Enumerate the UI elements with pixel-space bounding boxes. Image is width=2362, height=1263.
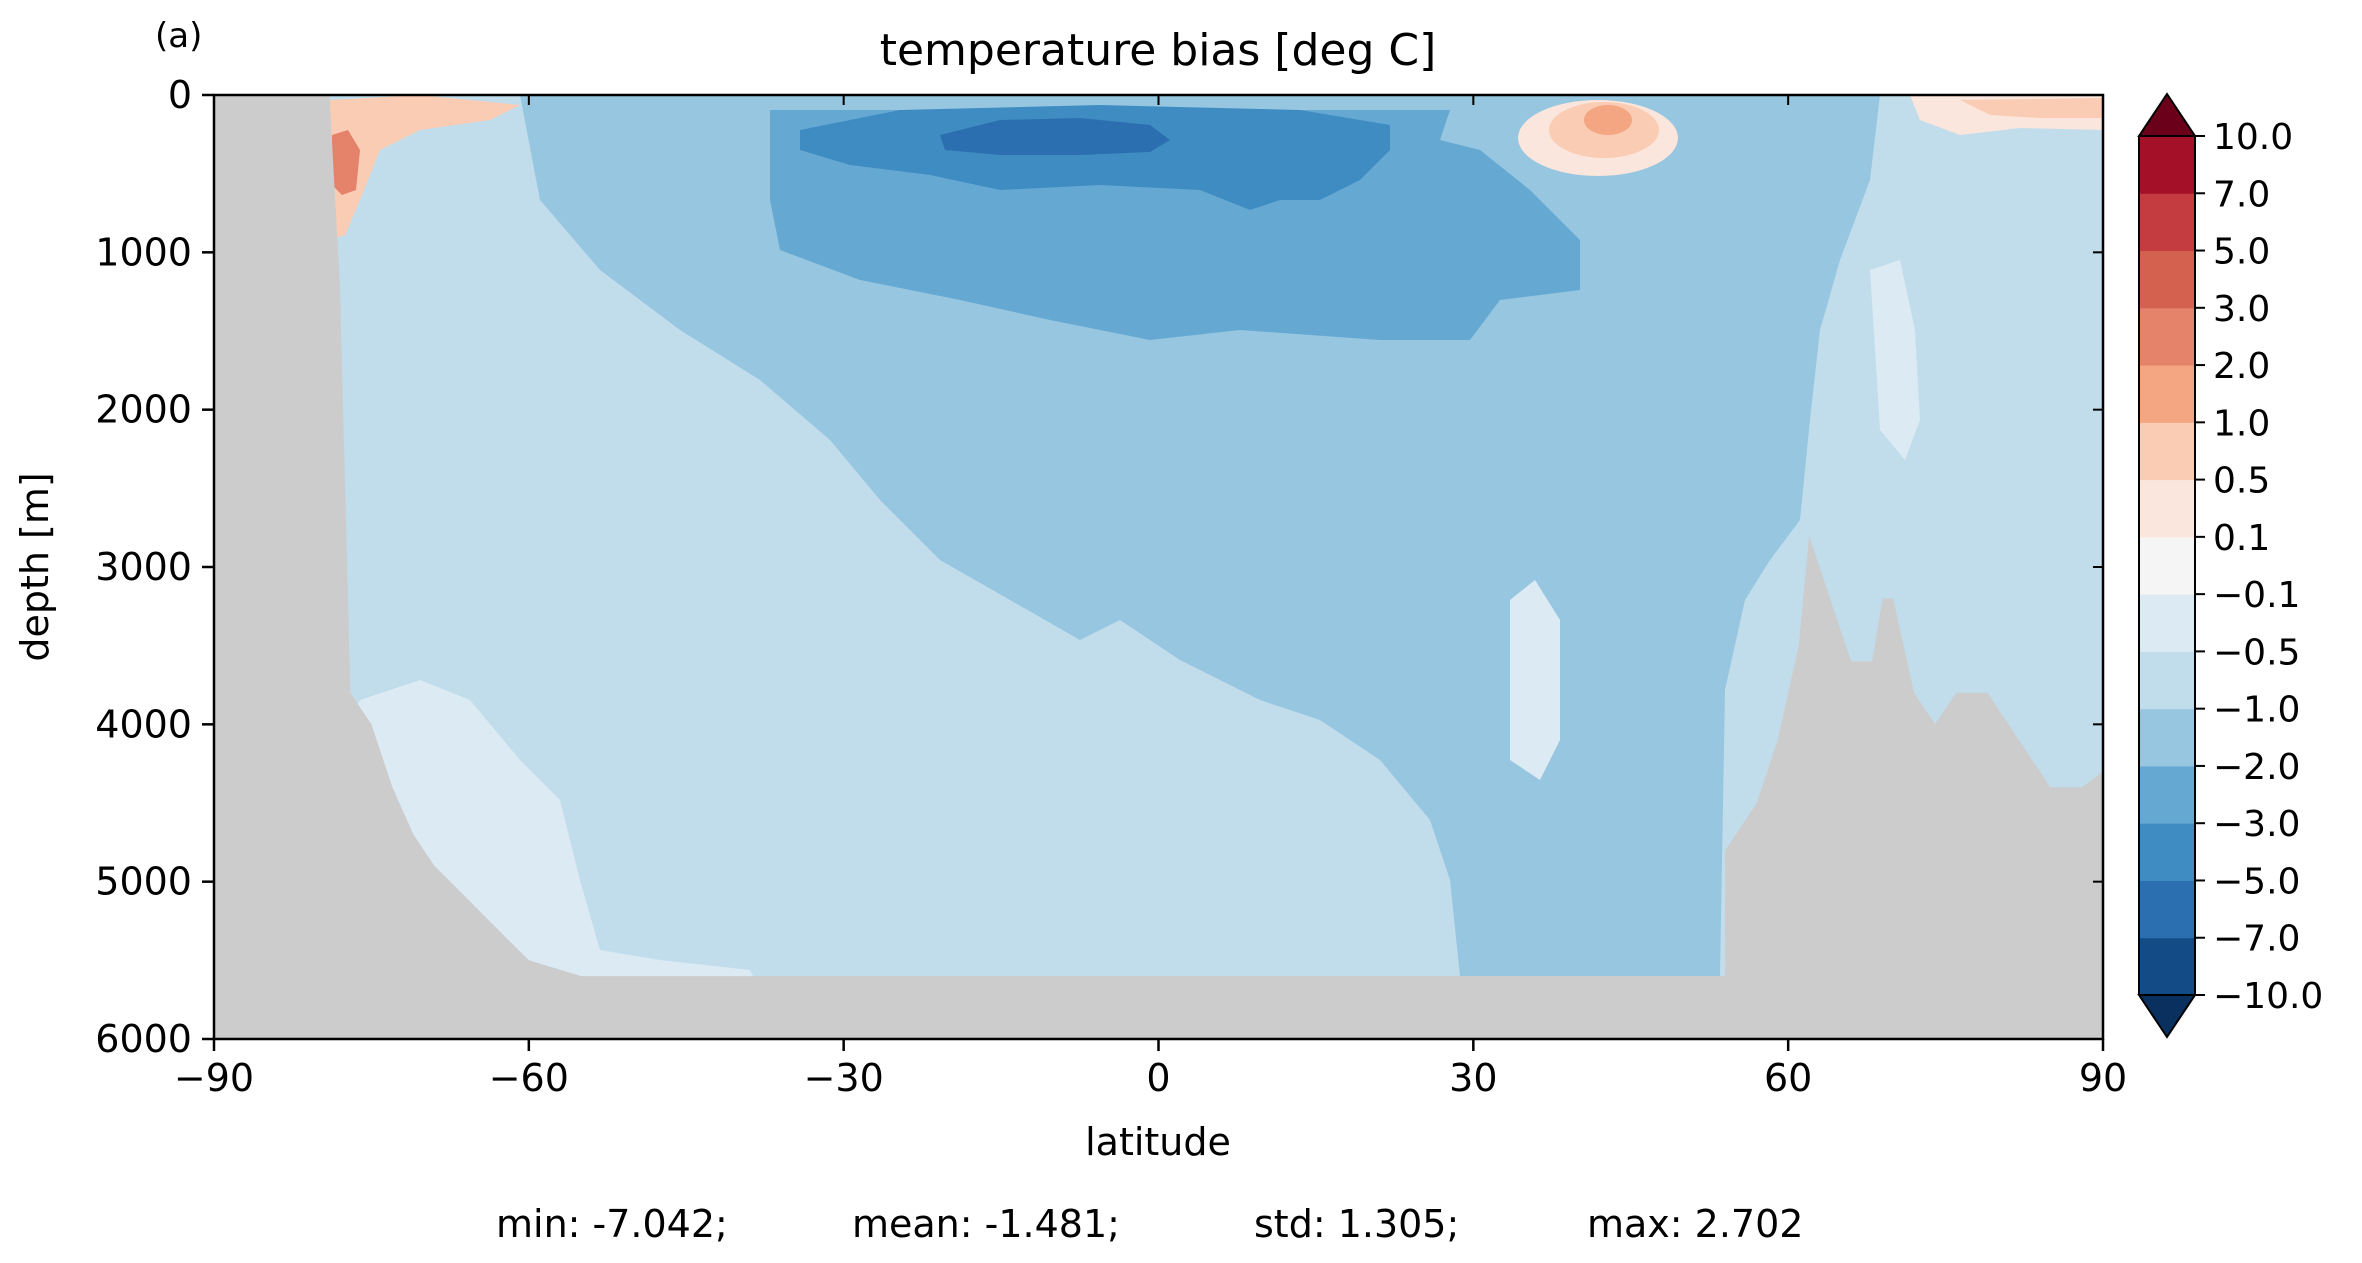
colorbar-segment (2139, 193, 2195, 252)
stat-std: std: 1.305; (1254, 1202, 1459, 1246)
colorbar-tick-label: −7.0 (2213, 919, 2300, 960)
y-tick-label: 6000 (95, 1017, 192, 1061)
colorbar-segment (2139, 765, 2195, 824)
contour-light-north-2 (1870, 260, 1920, 460)
contour-warm-north-core (1584, 105, 1632, 135)
colorbar-segment (2139, 594, 2195, 652)
colorbar-frame (2138, 136, 2196, 995)
colorbar-tick-label: −2.0 (2213, 747, 2300, 788)
colorbar-segment (2139, 708, 2195, 767)
y-tick-label: 3000 (95, 545, 192, 589)
y-tick-label: 2000 (95, 388, 192, 432)
x-tick-label: 90 (2079, 1056, 2127, 1100)
stat-max: max: 2.702 (1587, 1202, 1803, 1246)
contour-warm-south-core (332, 130, 360, 195)
y-tick-label: 4000 (95, 702, 192, 746)
contour-light-north-1 (1510, 580, 1560, 780)
colorbar-segment (2139, 250, 2195, 309)
colorbar-tick-label: −5.0 (2213, 861, 2300, 902)
contour-minus7 (940, 118, 1170, 155)
colorbar-extend-over (2137, 92, 2197, 137)
colorbar-tick-label: −0.1 (2213, 575, 2300, 616)
colorbar-tick-label: −10.0 (2213, 976, 2323, 1017)
colorbar: −10.0 −7.0 −5.0 −3.0 −2.0 −1.0 −0.5 −0.1 0.1 0.5 1… (2137, 92, 2323, 1039)
stat-mean: mean: -1.481; (852, 1202, 1120, 1246)
x-tick-label: 30 (1449, 1056, 1497, 1100)
colorbar-tick-label: 7.0 (2213, 174, 2270, 215)
stats-line: min: -7.042; mean: -1.481; std: 1.305; m… (496, 1202, 1803, 1246)
colorbar-tick-label: 2.0 (2213, 346, 2270, 387)
x-tick-label: −30 (804, 1056, 884, 1100)
x-tick-label: 0 (1146, 1056, 1170, 1100)
colorbar-tick-label: 1.0 (2213, 403, 2270, 444)
panel-label: (a) (155, 16, 202, 56)
y-tick-label: 5000 (95, 860, 192, 904)
x-axis-ticks: −90 −60 −30 0 30 60 90 (174, 95, 2127, 1100)
colorbar-tick-label: 10.0 (2213, 117, 2293, 158)
colorbar-tick-label: 0.1 (2213, 518, 2270, 559)
plot-area (214, 95, 2103, 1039)
colorbar-segment (2139, 307, 2195, 366)
contour-warm-arctic-core (1960, 98, 2103, 118)
colorbar-segment (2139, 365, 2195, 423)
x-tick-label: −90 (174, 1056, 254, 1100)
colorbar-tick-label: 5.0 (2213, 232, 2270, 273)
colorbar-tick-label: 3.0 (2213, 289, 2270, 330)
y-tick-label: 0 (168, 73, 192, 117)
colorbar-segment (2139, 880, 2195, 939)
colorbar-extend-under (2137, 994, 2197, 1039)
x-tick-label: 60 (1764, 1056, 1812, 1100)
x-tick-label: −60 (489, 1056, 569, 1100)
colorbar-tick-label: −0.5 (2213, 632, 2300, 673)
x-axis-label: latitude (1085, 1120, 1231, 1164)
colorbar-segment (2139, 479, 2195, 538)
y-axis-ticks: 0 1000 2000 3000 4000 5000 6000 (95, 73, 2103, 1061)
y-axis-label: depth [m] (13, 472, 57, 661)
colorbar-tick-label: −1.0 (2213, 690, 2300, 731)
chart-title: temperature bias [deg C] (880, 25, 1437, 76)
colorbar-segment (2139, 136, 2195, 194)
colorbar-tick-label: 0.5 (2213, 461, 2270, 502)
contour-warm-south (330, 95, 520, 240)
colorbar-tick-label: −3.0 (2213, 804, 2300, 845)
contour-minus5 (800, 105, 1390, 210)
colorbar-segment (2139, 823, 2195, 881)
colorbar-segment (2139, 651, 2195, 710)
colorbar-segment (2139, 422, 2195, 481)
colorbar-segment (2139, 937, 2195, 996)
land-bathymetry (214, 95, 2103, 1039)
y-tick-label: 1000 (95, 230, 192, 274)
stat-min: min: -7.042; (496, 1202, 728, 1246)
colorbar-segment (2139, 536, 2195, 595)
